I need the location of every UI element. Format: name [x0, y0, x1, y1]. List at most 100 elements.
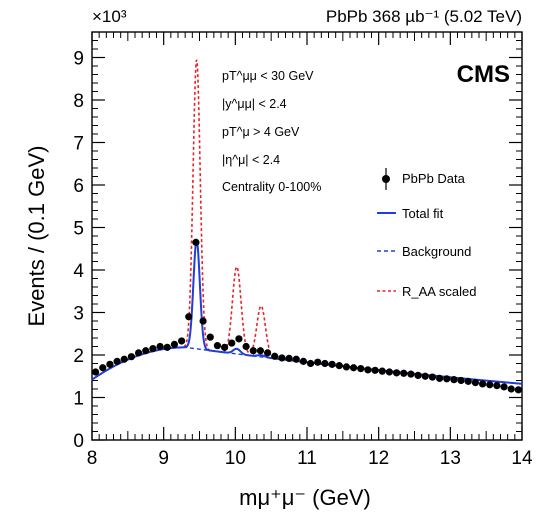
x-tick-label: 11	[297, 448, 317, 469]
data-point	[199, 317, 207, 325]
legend-data-marker	[382, 175, 390, 183]
cut-centrality: Centrality 0-100%	[222, 180, 321, 194]
y-tick-labels: 0 1 2 3 4 5 6 7 8 9	[73, 49, 84, 453]
data-point	[235, 335, 243, 343]
legend: PbPb Data Total fit Background R_AA scal…	[377, 168, 476, 299]
y-tick-label: 0	[73, 431, 84, 452]
cut-pt-pair: pT^μμ < 30 GeV	[222, 69, 314, 83]
data-point	[192, 238, 200, 246]
data-point	[163, 343, 171, 351]
data-point	[292, 355, 300, 363]
data-point	[443, 375, 451, 383]
data-point	[256, 347, 265, 355]
x-tick-label: 14	[511, 448, 533, 469]
legend-label-background: Background	[402, 244, 471, 259]
data-point	[185, 313, 193, 321]
cut-eta-muon: |η^μ| < 2.4	[222, 153, 280, 167]
data-point	[435, 374, 444, 382]
data-point	[134, 349, 143, 357]
x-tick-label: 10	[225, 448, 246, 469]
data-point	[493, 382, 501, 390]
experiment-label: CMS	[457, 61, 510, 88]
x-axis-title: mμ⁺μ⁻ (GeV)	[239, 485, 371, 510]
data-point	[106, 360, 114, 368]
data-point	[314, 358, 322, 366]
legend-label-total-fit: Total fit	[402, 206, 444, 221]
axis-ticks	[91, 31, 523, 441]
data-point	[385, 368, 394, 376]
y-tick-label: 4	[73, 261, 84, 282]
y-tick-label: 3	[73, 304, 84, 325]
y-tick-label: 5	[73, 219, 84, 240]
data-point	[357, 365, 365, 373]
legend-label-raa: R_AA scaled	[402, 284, 476, 299]
y-tick-label: 7	[73, 134, 84, 155]
y-tick-label: 2	[73, 346, 84, 367]
data-point	[142, 347, 150, 355]
data-point	[392, 369, 401, 377]
x-tick-labels: 8 9 10 11 12 13 14	[87, 448, 533, 469]
data-point	[285, 354, 293, 362]
chart-header: PbPb 368 µb⁻¹ (5.02 TeV)	[326, 7, 522, 26]
data-point	[457, 376, 465, 385]
x-tick-label: 9	[158, 448, 169, 469]
data-point	[378, 367, 386, 375]
data-point	[263, 349, 272, 357]
legend-item-total-fit: Total fit	[377, 206, 444, 221]
data-point	[428, 373, 437, 381]
data-point	[306, 359, 315, 368]
total-fit-curve	[91, 238, 523, 385]
x-tick-label: 8	[87, 448, 98, 469]
selection-cuts: pT^μμ < 30 GeV |y^μμ| < 2.4 pT^μ > 4 GeV…	[222, 69, 321, 194]
data-point	[149, 345, 157, 353]
raa-scaled-curve	[91, 59, 523, 385]
data-point	[127, 353, 136, 361]
data-point	[486, 381, 494, 389]
data-point	[99, 364, 107, 372]
data-point	[471, 379, 480, 387]
data-point	[400, 369, 408, 377]
data-point	[342, 363, 351, 371]
data-point	[91, 368, 100, 376]
y-tick-label: 9	[73, 49, 84, 70]
data-point	[500, 383, 508, 391]
y-axis-title: Events / (0.1 GeV)	[24, 146, 49, 327]
data-point	[120, 355, 128, 363]
legend-label-data: PbPb Data	[402, 171, 466, 186]
cut-pt-muon: pT^μ > 4 GeV	[222, 125, 300, 139]
y-tick-label: 8	[73, 91, 84, 112]
data-point	[156, 342, 164, 351]
data-point	[407, 370, 415, 378]
data-point	[321, 359, 329, 368]
data-points	[91, 238, 523, 394]
data-point	[364, 366, 372, 374]
data-point	[514, 386, 523, 394]
curves	[91, 59, 523, 385]
data-point	[213, 342, 222, 350]
data-point	[450, 376, 458, 384]
legend-item-data: PbPb Data	[382, 168, 466, 190]
data-point	[421, 372, 429, 380]
data-point	[328, 360, 336, 368]
x-tick-label: 12	[368, 448, 389, 469]
data-point	[271, 352, 279, 360]
legend-item-raa: R_AA scaled	[377, 284, 476, 299]
data-point	[335, 362, 343, 370]
cut-y-pair: |y^μμ| < 2.4	[222, 97, 287, 111]
data-point	[371, 366, 379, 374]
data-point	[507, 385, 515, 393]
data-point	[278, 354, 286, 362]
y-tick-label: 1	[73, 389, 84, 410]
data-point	[206, 333, 214, 341]
data-point	[228, 339, 236, 347]
data-point	[414, 371, 422, 379]
data-point	[249, 347, 257, 355]
data-point	[242, 342, 250, 351]
data-point	[299, 357, 308, 365]
data-point	[349, 364, 358, 372]
x-tick-label: 13	[440, 448, 461, 469]
data-point	[113, 357, 121, 365]
data-point	[170, 340, 179, 348]
